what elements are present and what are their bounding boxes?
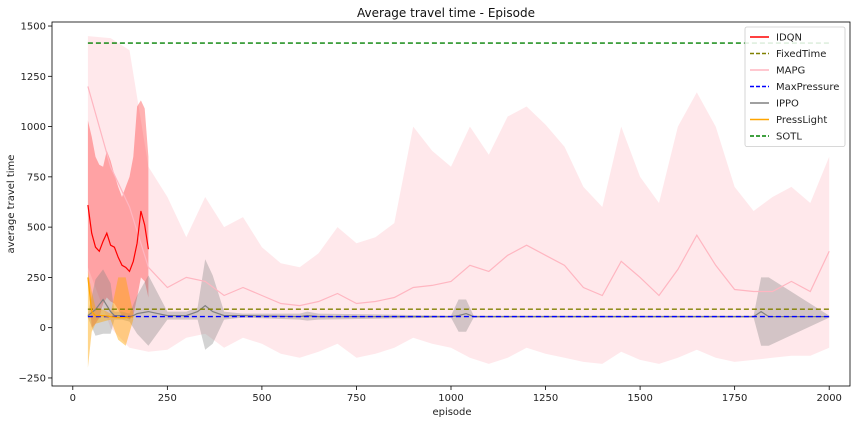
x-tick-label: 1500 bbox=[627, 393, 652, 404]
legend: IDQN FixedTime MAPG MaxPressure IPPO PressLig… bbox=[744, 26, 846, 147]
x-tick-label: 750 bbox=[347, 393, 366, 404]
y-tick-label: 1500 bbox=[21, 22, 46, 33]
series-line-presslight bbox=[87, 277, 134, 319]
band-ippo bbox=[87, 259, 830, 350]
x-tick-label: 250 bbox=[158, 393, 177, 404]
band-presslight bbox=[87, 271, 134, 368]
y-axis-label: average travel time bbox=[6, 155, 17, 254]
y-tick-label: 1000 bbox=[21, 122, 46, 133]
x-tick-label: 1000 bbox=[438, 393, 463, 404]
legend-label-idqn: IDQN bbox=[776, 33, 802, 44]
y-tick-label: −250 bbox=[19, 373, 46, 384]
y-tick-label: 500 bbox=[27, 223, 46, 234]
legend-box bbox=[744, 26, 846, 147]
x-tick-label: 1750 bbox=[722, 393, 747, 404]
y-tick-label: 250 bbox=[27, 273, 46, 284]
x-tick-label: 1250 bbox=[533, 393, 558, 404]
legend-label-fixedtime: FixedTime bbox=[776, 49, 826, 60]
series-line-mapg bbox=[87, 86, 830, 307]
series-group bbox=[87, 36, 830, 368]
y-tick-label: 1250 bbox=[21, 72, 46, 83]
plot-area bbox=[87, 36, 830, 368]
legend-label-ippo: IPPO bbox=[776, 99, 799, 110]
x-axis-label: episode bbox=[432, 407, 471, 418]
x-tick-label: 500 bbox=[252, 393, 271, 404]
axis-ticks: 0 250 500 750 1000 1250 1500 1750 2000 −250 0 250 50… bbox=[19, 22, 842, 404]
legend-label-maxpressure: MaxPressure bbox=[776, 82, 839, 93]
x-tick-label: 2000 bbox=[816, 393, 841, 404]
y-tick-label: 750 bbox=[27, 172, 46, 183]
chart-title: Average travel time - Episode bbox=[357, 6, 535, 20]
band-mapg bbox=[87, 36, 830, 364]
band-idqn bbox=[87, 100, 149, 328]
legend-label-mapg: MAPG bbox=[776, 66, 805, 77]
y-tick-label: 0 bbox=[40, 323, 46, 334]
x-tick-label: 0 bbox=[70, 393, 76, 404]
legend-label-presslight: PressLight bbox=[776, 115, 827, 126]
legend-label-sotl: SOTL bbox=[776, 132, 802, 143]
series-line-idqn bbox=[87, 204, 149, 273]
